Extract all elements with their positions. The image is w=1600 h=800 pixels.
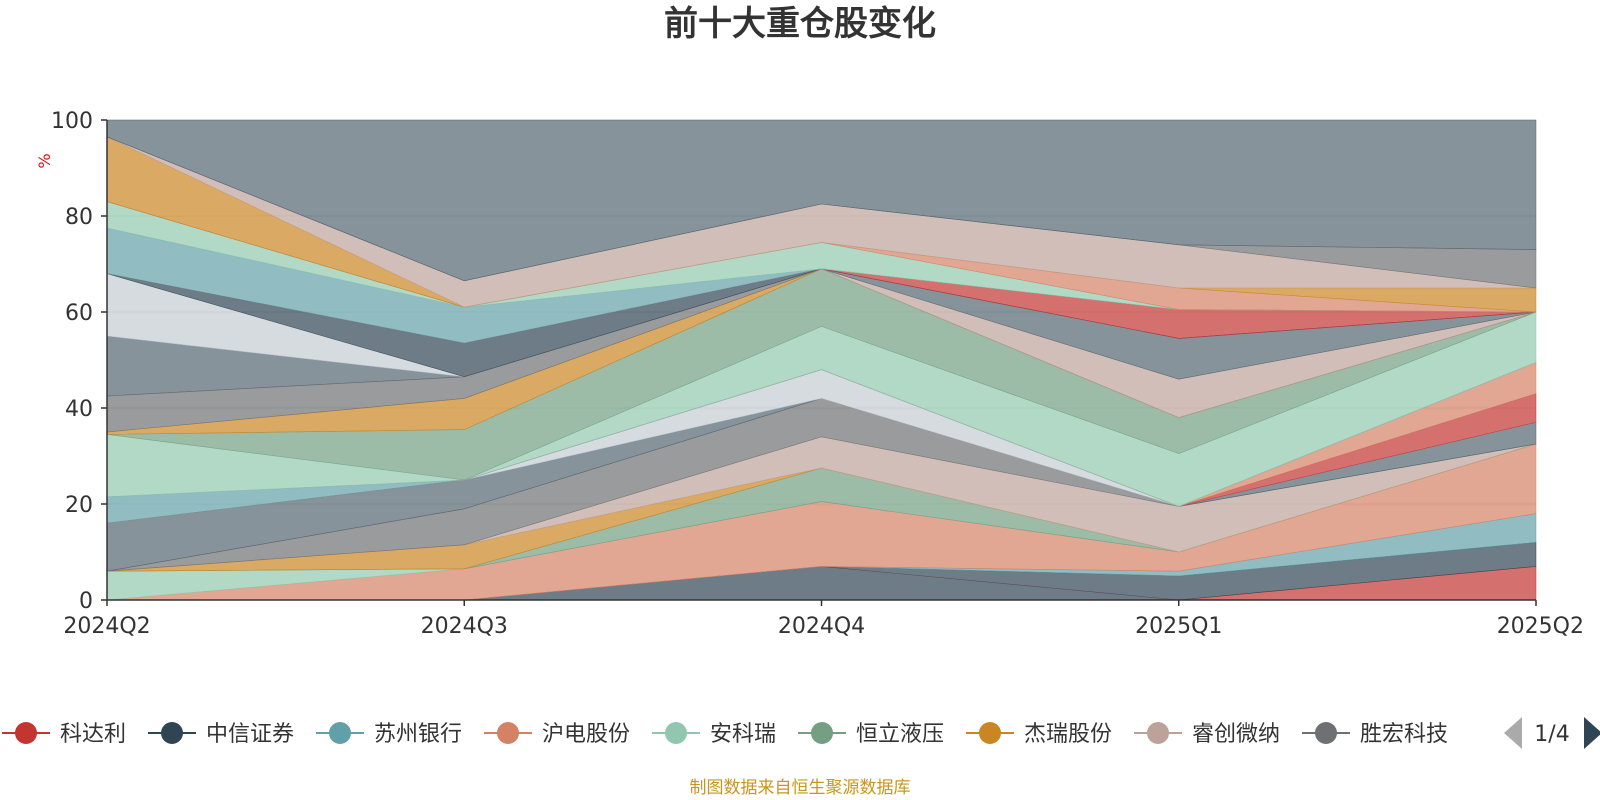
legend-marker-icon (811, 722, 833, 744)
legend-page-indicator: 1/4 (1534, 722, 1569, 747)
legend-label: 科达利 (60, 722, 126, 747)
legend-next-icon[interactable] (1584, 717, 1600, 749)
area-band-29[interactable] (106, 119, 1537, 282)
legend-label: 苏州银行 (374, 722, 462, 747)
y-tick-label: 0 (79, 589, 93, 614)
chart-title: 前十大重仓股变化 (664, 4, 936, 44)
legend-marker-icon (665, 722, 687, 744)
legend-pager[interactable]: 1/4 (1504, 717, 1600, 749)
axes: 0 20 40 60 80 100 2024Q2 2024Q3 2024Q4 2025Q1 2025… (51, 109, 1584, 639)
legend-label: 安科瑞 (710, 722, 776, 747)
y-axis-label: % (35, 153, 54, 168)
legend-marker-icon (15, 722, 37, 744)
legend-item[interactable]: 苏州银行 (316, 722, 462, 747)
y-tick-label: 20 (65, 493, 93, 518)
y-tick-label: 40 (65, 397, 93, 422)
x-tick-label: 2025Q1 (1135, 614, 1222, 639)
legend-label: 杰瑞股份 (1024, 722, 1112, 747)
x-tick-label: 2024Q4 (778, 614, 865, 639)
legend-prev-icon[interactable] (1504, 717, 1522, 749)
legend-label: 胜宏科技 (1360, 722, 1448, 747)
y-tick-label: 80 (65, 205, 93, 230)
legend[interactable]: 科达利 中信证券 苏州银行 沪电股份 安科瑞 恒立液压 杰瑞股份 睿创微纳 胜宏科技 (2, 722, 1448, 747)
y-tick-label: 100 (51, 109, 93, 134)
legend-item[interactable]: 恒立液压 (798, 722, 944, 747)
legend-item[interactable]: 睿创微纳 (1134, 722, 1280, 747)
legend-marker-icon (161, 722, 183, 744)
source-note: 制图数据来自恒生聚源数据库 (689, 778, 911, 798)
x-tick-label: 2025Q2 (1497, 614, 1584, 639)
legend-item[interactable]: 沪电股份 (484, 722, 630, 747)
legend-label: 中信证券 (206, 722, 294, 747)
legend-item[interactable]: 科达利 (2, 722, 126, 747)
y-tick-label: 60 (65, 301, 93, 326)
legend-item[interactable]: 杰瑞股份 (966, 722, 1112, 747)
legend-marker-icon (1147, 722, 1169, 744)
legend-label: 恒立液压 (856, 722, 944, 747)
legend-label: 睿创微纳 (1192, 722, 1280, 747)
legend-item[interactable]: 安科瑞 (652, 722, 776, 747)
legend-marker-icon (1315, 722, 1337, 744)
legend-item[interactable]: 胜宏科技 (1302, 722, 1448, 747)
x-tick-label: 2024Q3 (421, 614, 508, 639)
legend-marker-icon (979, 722, 1001, 744)
legend-marker-icon (497, 722, 519, 744)
area-series (106, 119, 1537, 601)
legend-label: 沪电股份 (542, 722, 630, 747)
x-tick-label: 2024Q2 (63, 614, 150, 639)
legend-item[interactable]: 中信证券 (148, 722, 294, 747)
legend-marker-icon (329, 722, 351, 744)
